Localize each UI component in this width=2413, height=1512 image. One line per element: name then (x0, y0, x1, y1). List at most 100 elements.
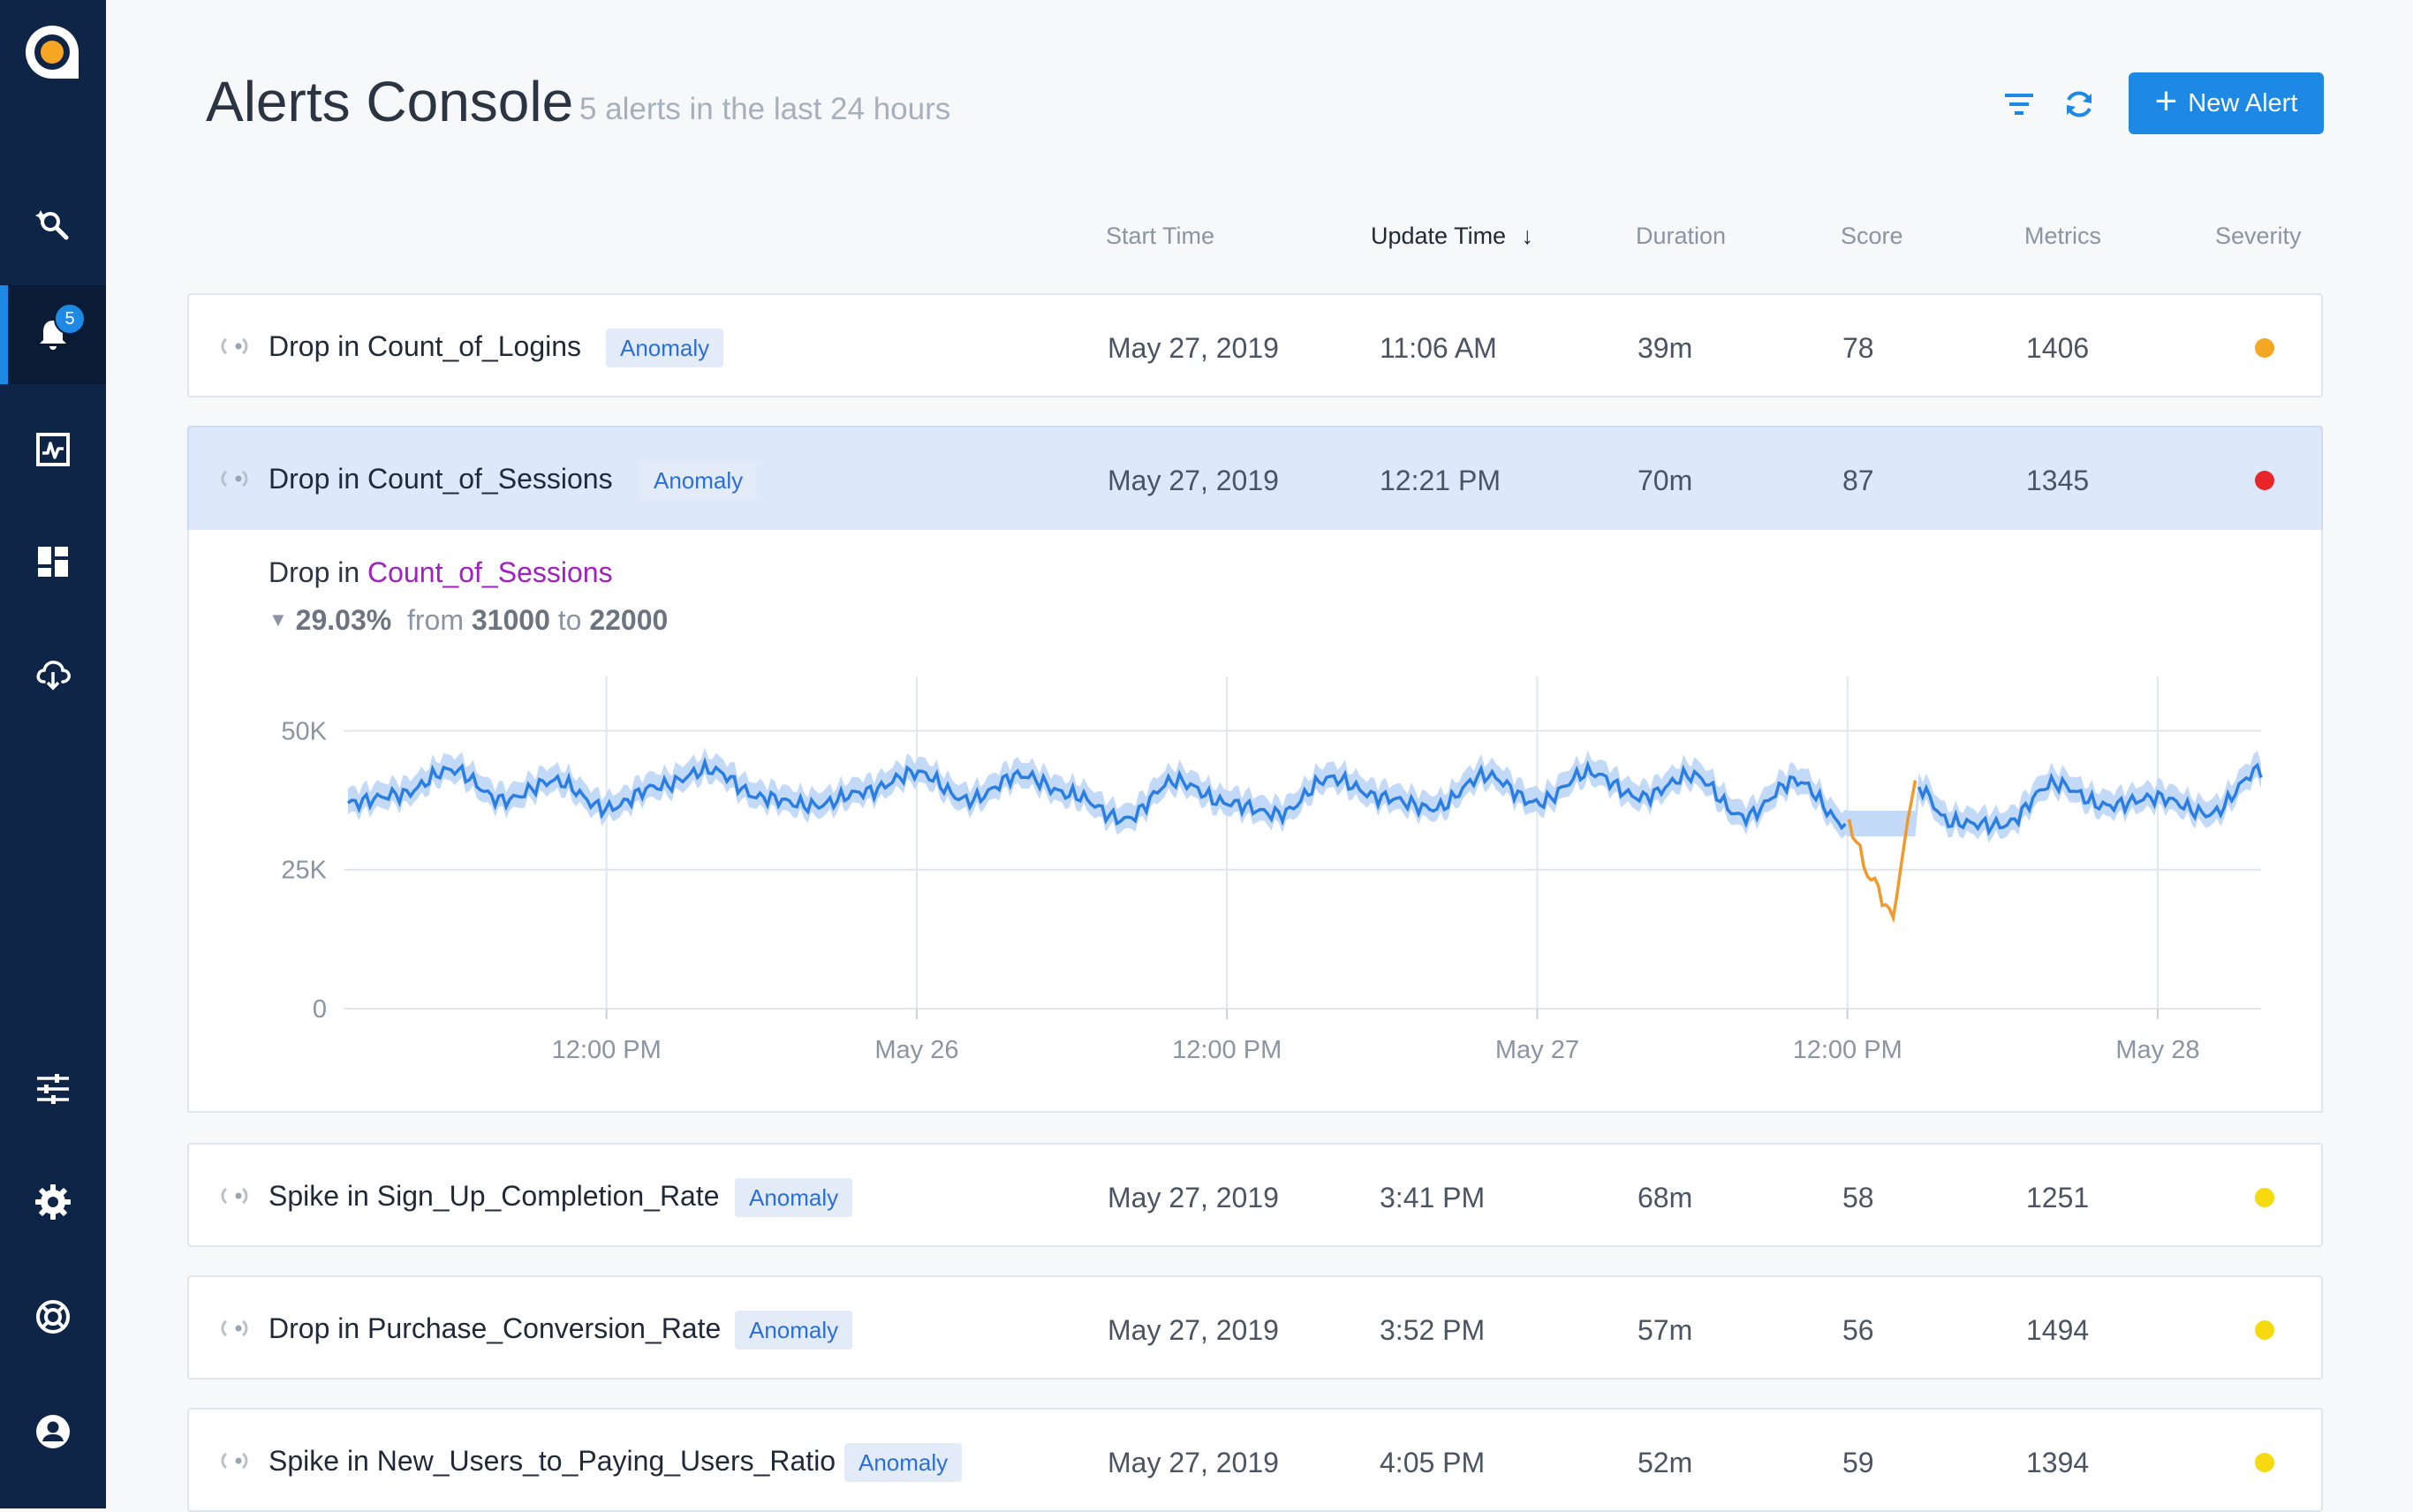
from-word: from (406, 604, 464, 636)
duration-cell: 52m (1638, 1447, 1693, 1478)
detail-prefix: Drop in (269, 556, 360, 588)
score-cell: 87 (1842, 465, 1874, 496)
column-header-update-time[interactable]: Update Time ↓ (1371, 223, 1533, 250)
timeseries-chart[interactable]: 0 25K 50K 12:00 PM May 26 12:00 PM May 27 12:00… (189, 530, 2321, 1109)
alert-title: Drop in Count_of_Sessions (269, 463, 613, 495)
severity-dot (2255, 1320, 2274, 1340)
signal-icon (221, 470, 248, 488)
search-sparkle-icon (35, 210, 69, 240)
duration-cell: 39m (1638, 332, 1693, 364)
alert-row[interactable]: Drop in Count_of_Logins Anomaly May 27, … (187, 293, 2323, 397)
new-alert-button[interactable]: + New Alert (2129, 72, 2324, 134)
caret-down-icon: ▼ (269, 609, 288, 631)
alerts-count-badge: 5 (54, 303, 86, 335)
alert-row[interactable]: Spike in New_Users_to_Paying_Users_Ratio… (187, 1408, 2323, 1512)
x-tick-label: 12:00 PM (552, 1036, 662, 1064)
app-logo[interactable] (22, 22, 82, 82)
detail-change: ▼ 29.03% from 31000 to 22000 (269, 604, 668, 637)
x-tick-label: 12:00 PM (1172, 1036, 1282, 1064)
sort-desc-icon: ↓ (1521, 223, 1534, 249)
severity-dot (2255, 338, 2274, 358)
series-line (1917, 762, 2263, 836)
anomaly-tag: Anomaly (844, 1443, 963, 1482)
page-subtitle: 5 alerts in the last 24 hours (579, 92, 951, 126)
to-word: to (557, 604, 582, 636)
x-tick-label: May 26 (874, 1036, 958, 1064)
update-time-cell: 3:52 PM (1380, 1314, 1486, 1346)
update-time-cell: 4:05 PM (1380, 1447, 1486, 1478)
sidebar-item-monitor[interactable] (0, 400, 106, 499)
sidebar-item-account[interactable] (0, 1382, 106, 1481)
alert-title: Spike in New_Users_to_Paying_Users_Ratio (269, 1445, 836, 1477)
alert-detail-panel: Drop in Count_of_Sessions ▼ 29.03% from … (187, 530, 2323, 1113)
metrics-cell: 1494 (2026, 1314, 2090, 1346)
filter-button[interactable] (2000, 85, 2039, 124)
column-header-update-time-label: Update Time (1371, 223, 1507, 249)
y-tick-label: 0 (313, 995, 327, 1024)
dashboard-icon (38, 547, 68, 577)
update-time-cell: 3:41 PM (1380, 1182, 1486, 1213)
y-tick-label: 25K (281, 857, 327, 885)
refresh-button[interactable] (2060, 85, 2099, 124)
filter-icon (2005, 94, 2033, 115)
sidebar: 5 (0, 0, 106, 1508)
confidence-band (348, 747, 2261, 843)
alert-row[interactable]: Drop in Purchase_Conversion_Rate Anomaly… (187, 1275, 2323, 1380)
metrics-cell: 1394 (2026, 1447, 2090, 1478)
update-time-cell: 12:21 PM (1380, 465, 1501, 496)
alert-title: Spike in Sign_Up_Completion_Rate (269, 1180, 720, 1212)
severity-dot (2255, 471, 2274, 490)
signal-icon (221, 1319, 248, 1337)
sidebar-item-explore[interactable] (0, 175, 106, 274)
score-cell: 78 (1842, 332, 1874, 364)
anomaly-tag: Anomaly (639, 461, 758, 500)
anomaly-segment (1847, 780, 1918, 924)
anomaly-tag: Anomaly (735, 1178, 853, 1217)
score-cell: 56 (1842, 1314, 1874, 1346)
detail-title: Drop in Count_of_Sessions (269, 556, 613, 589)
metrics-cell: 1345 (2026, 465, 2090, 496)
start-time-cell: May 27, 2019 (1108, 1314, 1279, 1346)
activity-icon (36, 433, 70, 466)
sidebar-item-help[interactable] (0, 1267, 106, 1366)
change-percent: 29.03% (295, 604, 392, 636)
severity-dot (2255, 1453, 2274, 1472)
anomaly-tag: Anomaly (735, 1311, 853, 1349)
sidebar-item-configuration[interactable] (0, 1040, 106, 1138)
sliders-icon (37, 1074, 69, 1104)
from-value: 31000 (471, 604, 550, 636)
start-time-cell: May 27, 2019 (1108, 465, 1279, 496)
to-value: 22000 (589, 604, 669, 636)
x-tick-label: May 28 (2115, 1036, 2199, 1064)
sidebar-item-dashboards[interactable] (0, 512, 106, 611)
start-time-cell: May 27, 2019 (1108, 332, 1279, 364)
column-header-severity[interactable]: Severity (2215, 223, 2302, 249)
column-header-duration[interactable]: Duration (1636, 223, 1727, 249)
new-alert-label: New Alert (2188, 88, 2298, 117)
score-cell: 58 (1842, 1182, 1874, 1213)
severity-dot (2255, 1188, 2274, 1207)
series-line (346, 756, 1847, 831)
duration-cell: 70m (1638, 465, 1693, 496)
sidebar-item-settings[interactable] (0, 1153, 106, 1251)
metrics-cell: 1251 (2026, 1182, 2090, 1213)
page-title: Alerts Console (206, 70, 574, 133)
signal-icon (221, 1452, 248, 1470)
start-time-cell: May 27, 2019 (1108, 1182, 1279, 1213)
column-header-metrics[interactable]: Metrics (2024, 223, 2101, 249)
lifebuoy-icon (36, 1300, 70, 1334)
plus-icon: + (2154, 79, 2178, 123)
duration-cell: 57m (1638, 1314, 1693, 1346)
start-time-cell: May 27, 2019 (1108, 1447, 1279, 1478)
x-tick-label: 12:00 PM (1793, 1036, 1902, 1064)
alert-row-selected[interactable]: Drop in Count_of_Sessions Anomaly May 27… (187, 426, 2323, 530)
detail-metric-link[interactable]: Count_of_Sessions (367, 556, 613, 588)
refresh-icon (2067, 91, 2092, 117)
sidebar-item-data-sources[interactable] (0, 624, 106, 722)
alert-row[interactable]: Spike in Sign_Up_Completion_Rate Anomaly… (187, 1143, 2323, 1247)
column-header-start-time[interactable]: Start Time (1106, 223, 1215, 249)
user-icon (36, 1415, 70, 1448)
sidebar-item-alerts[interactable]: 5 (0, 285, 106, 384)
column-header-score[interactable]: Score (1841, 223, 1903, 249)
metrics-cell: 1406 (2026, 332, 2090, 364)
